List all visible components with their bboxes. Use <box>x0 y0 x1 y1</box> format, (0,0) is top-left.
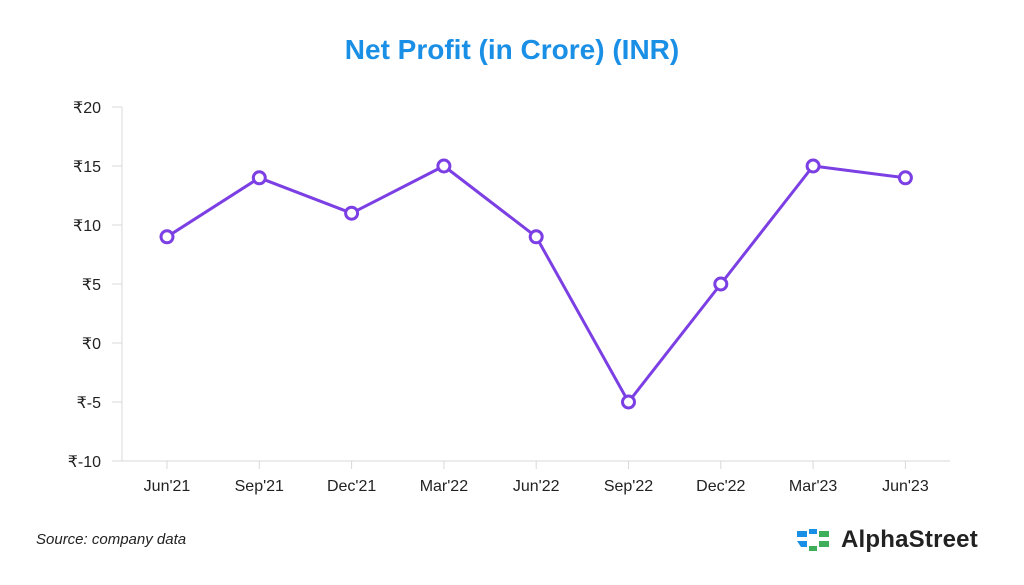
y-tick-label: ₹20 <box>73 100 101 117</box>
x-tick-label: Sep'22 <box>604 478 653 495</box>
y-tick-label: ₹-10 <box>68 454 101 471</box>
data-point <box>713 276 729 292</box>
data-point <box>805 158 821 174</box>
data-point <box>159 229 175 245</box>
data-point <box>897 170 913 186</box>
series-group <box>159 158 913 410</box>
chart-title: Net Profit (in Crore) (INR) <box>344 34 680 65</box>
x-tick-label: Dec'21 <box>327 478 376 495</box>
brand: AlphaStreet <box>795 526 978 554</box>
y-axis-ticks: ₹-10 ₹-5 ₹0 ₹5 ₹10 ₹15 ₹20 <box>68 100 122 471</box>
y-tick-label: ₹15 <box>73 159 101 176</box>
alphastreet-logo-icon <box>797 529 829 551</box>
data-point <box>528 229 544 245</box>
x-tick-label: Jun'22 <box>513 478 560 495</box>
x-tick-label: Jun'23 <box>882 478 929 495</box>
x-tick-label: Dec'22 <box>696 478 745 495</box>
x-tick-label: Jun'21 <box>144 478 191 495</box>
chart-axes <box>121 107 950 462</box>
y-tick-label: ₹0 <box>82 336 101 353</box>
x-tick-label: Mar'23 <box>789 478 838 495</box>
data-point <box>251 170 267 186</box>
brand-name: AlphaStreet <box>841 526 978 553</box>
x-axis-ticks: Jun'21 Sep'21 Dec'21 Mar'22 Jun'22 Sep'22 Dec'… <box>144 461 929 495</box>
data-point <box>436 158 452 174</box>
data-point <box>344 205 360 221</box>
x-tick-label: Sep'21 <box>235 478 284 495</box>
x-tick-label: Mar'22 <box>420 478 469 495</box>
series-line <box>166 164 906 404</box>
y-tick-label: ₹-5 <box>77 395 102 412</box>
source-note: Source: company data <box>36 531 187 548</box>
data-point <box>621 394 636 410</box>
y-tick-label: ₹10 <box>73 218 101 235</box>
y-tick-label: ₹5 <box>82 277 101 294</box>
